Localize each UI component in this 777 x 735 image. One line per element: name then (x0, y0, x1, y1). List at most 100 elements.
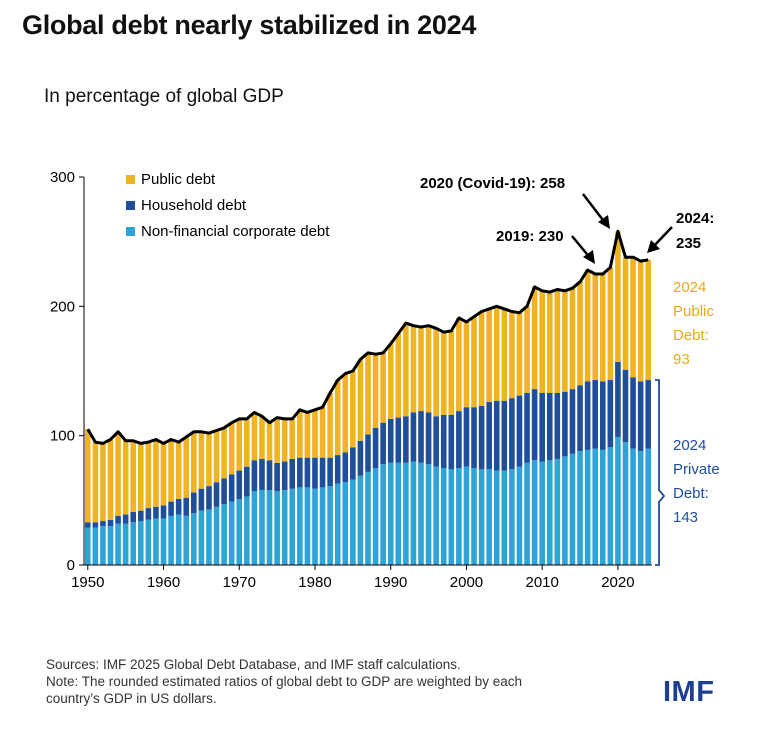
bar-corporate-1990 (387, 462, 394, 565)
bar-household-1967 (213, 482, 220, 507)
bar-corporate-1964 (191, 513, 197, 565)
bar-corporate-2001 (471, 468, 477, 565)
bar-corporate-1955 (122, 523, 129, 565)
bar-public-1976 (281, 418, 288, 462)
bar-corporate-1953 (107, 526, 114, 565)
bar-public-1996 (433, 328, 439, 417)
bar-household-1966 (206, 486, 212, 510)
bar-corporate-1951 (92, 527, 99, 565)
bar-public-1992 (403, 323, 409, 417)
annotation-public-debt: 2024 Public Debt: 93 (673, 279, 714, 368)
bar-household-2024 (645, 380, 652, 449)
bar-public-1956 (130, 440, 137, 512)
bar-household-1979 (304, 457, 311, 488)
private-debt-bracket (655, 379, 666, 566)
bar-household-1990 (387, 418, 394, 463)
bar-household-2005 (501, 400, 508, 471)
bar-household-1982 (327, 457, 333, 487)
bar-corporate-1998 (448, 469, 455, 565)
y-tick-label-300: 300 (50, 169, 75, 186)
legend-swatch-public (126, 175, 135, 184)
bar-public-2007 (516, 312, 523, 396)
bar-household-1964 (191, 492, 197, 514)
bar-household-1992 (403, 416, 409, 463)
bar-household-2006 (509, 398, 515, 470)
y-tick-label-0: 0 (67, 557, 75, 574)
bar-corporate-2005 (501, 470, 508, 565)
bar-public-1970 (236, 418, 243, 471)
bar-household-1977 (289, 458, 296, 489)
bar-public-1966 (206, 433, 212, 487)
bar-corporate-1950 (84, 527, 91, 565)
bar-public-2002 (478, 311, 485, 406)
bar-household-1973 (259, 458, 265, 490)
bar-corporate-1971 (244, 496, 250, 565)
bar-corporate-2003 (486, 469, 492, 565)
bar-corporate-1977 (289, 488, 296, 565)
private-label-value: 143 (673, 509, 698, 526)
bar-corporate-1969 (228, 501, 235, 565)
public-label-line2: Public (673, 303, 714, 320)
bar-corporate-2016 (584, 449, 591, 565)
bar-public-1977 (289, 418, 296, 459)
bar-public-1951 (92, 442, 99, 523)
bar-household-1986 (357, 440, 364, 476)
private-label-line3: Debt: (673, 485, 709, 502)
bar-corporate-1956 (130, 522, 137, 565)
bar-public-1974 (266, 422, 273, 461)
bar-household-2003 (486, 402, 492, 470)
imf-logo: IMF (663, 676, 715, 708)
bar-public-1965 (198, 431, 205, 489)
bar-corporate-1989 (380, 464, 386, 565)
bar-household-1954 (115, 515, 121, 524)
private-label-line2: Private (673, 461, 720, 478)
bar-public-1995 (425, 325, 432, 413)
bar-corporate-2002 (478, 469, 485, 565)
bar-corporate-1992 (403, 462, 409, 565)
bar-corporate-1980 (312, 488, 318, 565)
bar-corporate-1972 (251, 491, 258, 565)
bar-public-2008 (524, 306, 530, 393)
bar-household-1953 (107, 519, 114, 527)
bar-household-1965 (198, 488, 205, 511)
bar-public-1969 (228, 422, 235, 475)
annotation-2024-label: 2024: (676, 210, 714, 227)
bar-public-1957 (138, 443, 144, 511)
legend-swatch-corporate (126, 227, 135, 236)
tick-labels-layer: 0 100 200 300 1950 1960 1970 1980 1990 2000 2010 20… (50, 169, 635, 591)
bar-household-1960 (160, 505, 167, 519)
bar-household-2010 (539, 392, 545, 462)
bar-corporate-1973 (259, 489, 265, 565)
bar-public-2021 (622, 257, 629, 370)
bar-corporate-2013 (562, 456, 568, 565)
bar-household-1998 (448, 414, 455, 470)
bar-public-1986 (357, 359, 364, 441)
bar-public-1952 (100, 443, 106, 522)
bar-household-1994 (418, 411, 424, 463)
bar-corporate-2019 (607, 447, 614, 565)
bar-household-2021 (622, 369, 629, 443)
bar-corporate-1966 (206, 509, 212, 565)
bar-public-1954 (115, 431, 121, 516)
arrow-2019 (571, 235, 595, 264)
bar-public-2017 (592, 274, 598, 381)
bar-household-1974 (266, 460, 273, 490)
bar-corporate-2022 (630, 448, 636, 565)
bar-household-1976 (281, 461, 288, 490)
bar-corporate-1982 (327, 486, 333, 565)
bar-household-2012 (554, 392, 561, 459)
bar-household-2018 (599, 381, 606, 450)
bar-public-1961 (168, 439, 174, 502)
bar-public-2005 (501, 308, 508, 401)
bar-corporate-2006 (509, 469, 515, 565)
bar-public-2009 (531, 286, 538, 390)
stacked-bar-chart: 0 100 200 300 1950 1960 1970 1980 1990 2000 2010 20… (50, 169, 720, 591)
bar-corporate-1983 (334, 483, 341, 565)
bar-corporate-1979 (304, 487, 311, 565)
bar-public-1994 (418, 327, 424, 412)
x-tick-label-1980: 1980 (298, 574, 331, 591)
bar-public-1960 (160, 443, 167, 506)
bar-corporate-2018 (599, 449, 606, 565)
bar-corporate-1997 (440, 468, 447, 565)
bar-household-1959 (153, 506, 159, 519)
